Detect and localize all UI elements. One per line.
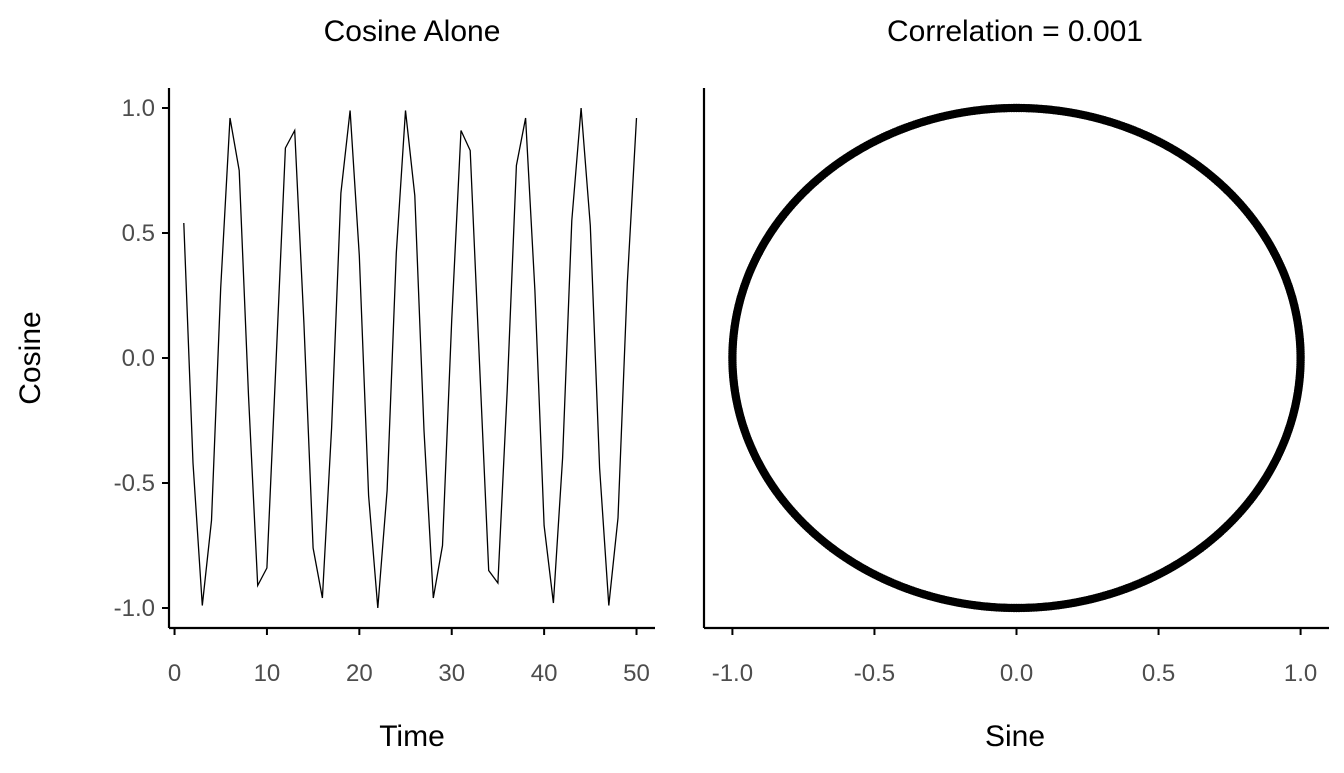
left-x-tick-label: 0 [168, 660, 181, 687]
left-y-tick-label: 0.0 [122, 345, 155, 372]
series-line-cosine [183, 107, 638, 609]
scatter-points [728, 103, 1305, 613]
left-axis-ticks: 1.0 0.5 0.0 -0.5 -1.0 0 10 20 30 40 50 [114, 88, 655, 687]
y-axis-title-left: Cosine [14, 311, 47, 404]
chart-title-left: Cosine Alone [324, 15, 501, 48]
left-y-tick-label: -1.0 [114, 595, 155, 622]
panel-correlation: Correlation = 0.001 Sine -1.0 -0.5 0.0 0.5 1… [702, 15, 1329, 753]
left-x-tick-label: 40 [531, 660, 558, 687]
x-axis-title-right: Sine [985, 720, 1045, 753]
left-plot-area [183, 107, 638, 609]
right-x-tick-label: -1.0 [712, 660, 753, 687]
x-axis-title-left: Time [379, 720, 445, 753]
panel-cosine-alone: Cosine Alone Cosine Time 1.0 0.5 0.0 -0.5 -1… [14, 15, 655, 753]
left-x-tick-label: 50 [623, 660, 650, 687]
left-y-tick-label: -0.5 [114, 470, 155, 497]
right-plot-area [728, 103, 1305, 613]
right-x-tick-label: -0.5 [854, 660, 895, 687]
scatter-point [1009, 103, 1019, 113]
left-y-tick-label: 1.0 [122, 95, 155, 122]
left-x-tick-label: 10 [254, 660, 281, 687]
left-x-tick-label: 20 [346, 660, 373, 687]
left-x-tick-label: 30 [438, 660, 465, 687]
left-y-tick-label: 0.5 [122, 220, 155, 247]
chart-title-right: Correlation = 0.001 [887, 15, 1143, 48]
right-x-tick-label: 1.0 [1284, 660, 1317, 687]
right-axis-ticks: -1.0 -0.5 0.0 0.5 1.0 [702, 88, 1329, 687]
right-x-tick-label: 0.5 [1142, 660, 1175, 687]
right-x-tick-label: 0.0 [1000, 660, 1033, 687]
